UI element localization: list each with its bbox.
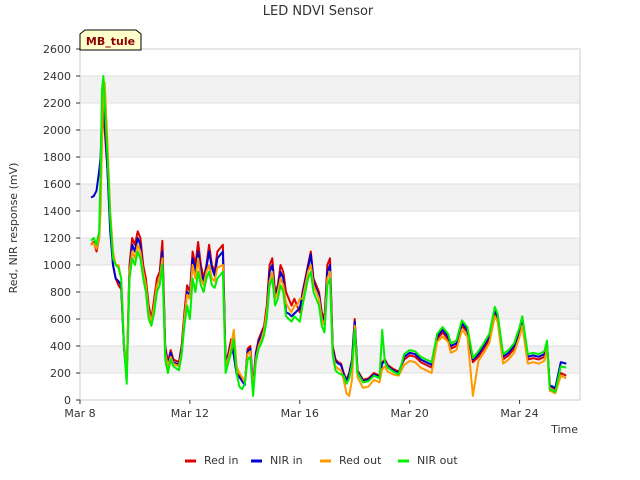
chart-title: LED NDVI Sensor <box>263 4 374 19</box>
plot-band <box>80 103 580 130</box>
y-tick-label: 800 <box>50 286 71 299</box>
legend-label: Red in <box>204 454 238 467</box>
x-axis-ticks: Mar 8 Mar 12 Mar 16 Mar 20 Mar 24 <box>64 400 539 420</box>
y-tick-label: 2000 <box>43 124 71 137</box>
legend-item-nir-out: NIR out <box>398 454 458 467</box>
y-tick-label: 2200 <box>43 97 71 110</box>
legend: Red in NIR in Red out NIR out <box>185 454 458 467</box>
plot-band <box>80 346 580 373</box>
y-axis-title: Red, NIR response (mV) <box>7 163 20 294</box>
y-tick-label: 2400 <box>43 70 71 83</box>
plot-band <box>80 184 580 211</box>
y-tick-label: 1000 <box>43 259 71 272</box>
x-tick-label: Mar 8 <box>64 407 95 420</box>
legend-label: NIR out <box>417 454 458 467</box>
legend-item-nir-in: NIR in <box>251 454 303 467</box>
y-tick-label: 1800 <box>43 151 71 164</box>
plot-band <box>80 373 580 400</box>
plot-background <box>80 49 580 400</box>
y-tick-label: 2600 <box>43 43 71 56</box>
plot-band <box>80 319 580 346</box>
x-tick-label: Mar 12 <box>171 407 209 420</box>
series-layer <box>90 75 567 397</box>
x-tick-label: Mar 20 <box>391 407 429 420</box>
legend-label: NIR in <box>270 454 303 467</box>
legend-item-red-out: Red out <box>320 454 382 467</box>
plot-band <box>80 49 580 76</box>
y-tick-label: 0 <box>64 394 71 407</box>
x-tick-label: Mar 24 <box>500 407 538 420</box>
y-axis-ticks: 0 200 400 600 800 1000 1200 1400 1600 1800 2000 220… <box>43 43 80 407</box>
plot-band <box>80 76 580 103</box>
legend-item-red-in: Red in <box>185 454 238 467</box>
plot-band <box>80 157 580 184</box>
y-tick-label: 1600 <box>43 178 71 191</box>
y-tick-label: 1200 <box>43 232 71 245</box>
x-axis-title: Time <box>550 423 578 436</box>
x-tick-label: Mar 16 <box>281 407 319 420</box>
y-tick-label: 400 <box>50 340 71 353</box>
station-tag-box <box>79 29 142 51</box>
plot-band <box>80 211 580 238</box>
series-line-nir-out <box>90 75 567 397</box>
plot-band <box>80 130 580 157</box>
station-tag: MB_tule <box>79 29 142 51</box>
y-tick-label: 600 <box>50 313 71 326</box>
y-tick-label: 1400 <box>43 205 71 218</box>
plot-frame <box>79 48 581 401</box>
legend-label: Red out <box>339 454 382 467</box>
y-tick-label: 200 <box>50 367 71 380</box>
station-tag-label: MB_tule <box>86 35 135 48</box>
